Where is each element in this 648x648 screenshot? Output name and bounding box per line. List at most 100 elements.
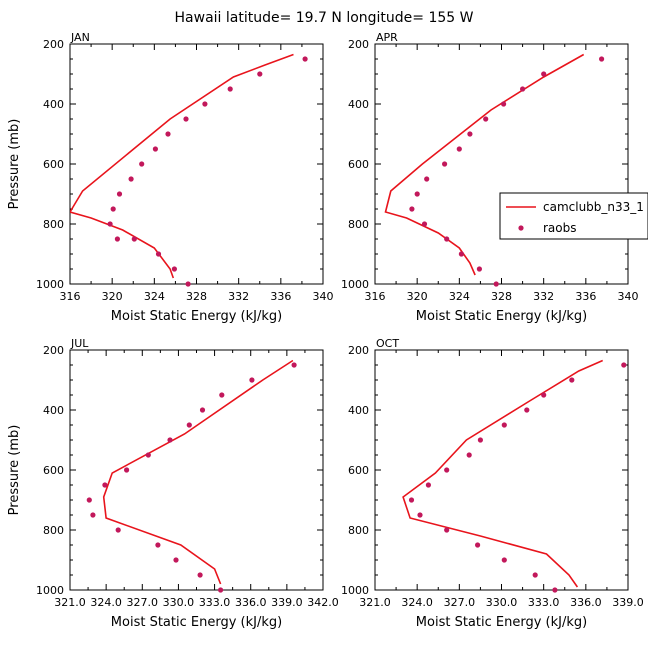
- legend-label: camclubb_n33_1: [543, 200, 644, 214]
- figure-title: Hawaii latitude= 19.7 N longitude= 155 W: [175, 10, 474, 26]
- obs-point: [155, 542, 161, 548]
- x-tick-label: 324.0: [401, 596, 433, 609]
- y-tick-label: 800: [348, 524, 369, 537]
- obs-point: [477, 437, 483, 443]
- panel-label: JAN: [70, 31, 90, 44]
- model-line: [70, 53, 294, 279]
- y-tick-label: 800: [348, 218, 369, 231]
- x-tick-label: 333.0: [199, 596, 231, 609]
- y-tick-label: 200: [43, 38, 64, 51]
- obs-point: [483, 116, 489, 122]
- obs-point: [107, 221, 113, 227]
- x-tick-label: 327.0: [444, 596, 476, 609]
- plot-frame: [374, 43, 629, 285]
- obs-point: [90, 512, 96, 518]
- x-tick-label: 324: [449, 290, 470, 303]
- x-tick-label: 324.0: [90, 596, 122, 609]
- y-tick-label: 400: [348, 98, 369, 111]
- obs-point: [532, 572, 538, 578]
- obs-point: [501, 557, 507, 563]
- obs-point: [302, 56, 308, 62]
- obs-point: [467, 131, 473, 137]
- obs-point: [476, 266, 482, 272]
- y-tick-label: 200: [43, 344, 64, 357]
- x-tick-label: 330.0: [163, 596, 195, 609]
- y-axis-label: Pressure (mb): [7, 119, 22, 210]
- x-axis-label: Moist Static Energy (kJ/kg): [416, 309, 587, 324]
- obs-point: [501, 101, 507, 107]
- obs-point: [524, 407, 530, 413]
- obs-point: [249, 377, 255, 383]
- x-tick-label: 340: [313, 290, 334, 303]
- obs-point: [186, 422, 192, 428]
- panel-label: APR: [376, 31, 398, 44]
- obs-point: [124, 467, 130, 473]
- x-tick-label: 328: [186, 290, 207, 303]
- obs-point: [424, 176, 430, 182]
- y-tick-label: 600: [43, 158, 64, 171]
- obs-point: [425, 482, 431, 488]
- x-tick-label: 327.0: [127, 596, 159, 609]
- obs-point: [114, 236, 120, 242]
- panel-label: OCT: [376, 337, 399, 350]
- legend-box: [499, 192, 648, 240]
- obs-point: [417, 512, 423, 518]
- obs-point: [183, 116, 189, 122]
- x-tick-label: 316: [60, 290, 81, 303]
- x-axis-label: Moist Static Energy (kJ/kg): [111, 615, 282, 630]
- x-tick-label: 321.0: [359, 596, 391, 609]
- y-tick-label: 800: [43, 218, 64, 231]
- obs-point: [128, 176, 134, 182]
- obs-point: [86, 497, 92, 503]
- legend-point-swatch: [518, 225, 524, 231]
- plot-frame: [374, 349, 629, 591]
- x-tick-label: 316: [365, 290, 386, 303]
- model-line: [402, 359, 604, 588]
- x-tick-label: 336: [270, 290, 291, 303]
- obs-point: [475, 542, 481, 548]
- y-tick-label: 600: [348, 158, 369, 171]
- panel-label: JUL: [70, 337, 89, 350]
- x-axis-label: Moist Static Energy (kJ/kg): [416, 615, 587, 630]
- obs-point: [173, 557, 179, 563]
- x-tick-label: 336.0: [235, 596, 267, 609]
- obs-point: [102, 482, 108, 488]
- y-tick-label: 1000: [36, 278, 64, 291]
- y-tick-label: 400: [348, 404, 369, 417]
- y-tick-label: 600: [43, 464, 64, 477]
- obs-point: [116, 191, 123, 197]
- obs-point: [110, 206, 116, 212]
- x-tick-label: 339.0: [271, 596, 303, 609]
- obs-point: [442, 161, 448, 167]
- x-axis-label: Moist Static Energy (kJ/kg): [111, 309, 282, 324]
- x-tick-label: 340: [618, 290, 639, 303]
- x-tick-label: 330.0: [486, 596, 518, 609]
- x-tick-label: 333.0: [528, 596, 560, 609]
- y-tick-label: 1000: [341, 278, 369, 291]
- obs-point: [444, 467, 450, 473]
- x-tick-label: 320: [102, 290, 123, 303]
- x-tick-label: 332: [228, 290, 249, 303]
- model-line: [102, 359, 294, 585]
- x-tick-label: 321.0: [54, 596, 86, 609]
- obs-point: [541, 392, 547, 398]
- y-tick-label: 400: [43, 98, 64, 111]
- plot-frame: [69, 349, 324, 591]
- obs-point: [493, 281, 499, 287]
- y-tick-label: 1000: [36, 584, 64, 597]
- obs-point: [219, 392, 225, 398]
- y-tick-label: 400: [43, 404, 64, 417]
- obs-point: [185, 281, 191, 287]
- obs-point: [444, 527, 450, 533]
- obs-point: [541, 71, 547, 77]
- obs-point: [167, 437, 173, 443]
- obs-point: [291, 362, 297, 368]
- obs-point: [227, 86, 233, 92]
- obs-point: [408, 497, 415, 503]
- y-tick-label: 800: [43, 524, 64, 537]
- obs-point: [218, 587, 224, 593]
- obs-point: [152, 146, 158, 152]
